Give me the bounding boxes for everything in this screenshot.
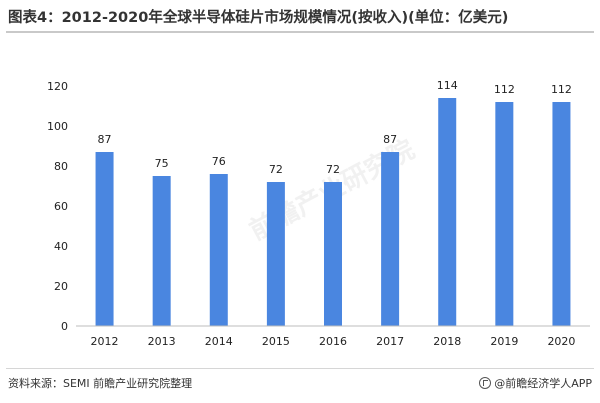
bar-chart: 0 20 40 60 80 100 120 87 75 76 72 72 87 114 112 112 20…	[47, 79, 590, 348]
data-label-2014: 76	[212, 155, 226, 168]
data-label-2016: 72	[326, 163, 340, 176]
bar-2013	[152, 176, 171, 326]
data-label-2012: 87	[98, 133, 112, 146]
data-label-2018: 114	[437, 79, 458, 92]
y-tick-label: 100	[47, 120, 68, 133]
bar-2017	[381, 152, 400, 326]
data-label-2019: 112	[494, 83, 515, 96]
chart-title: 图表4：2012-2020年全球半导体硅片市场规模情况(按收入)(单位：亿美元)	[8, 10, 509, 26]
x-tick-label-2017: 2017	[376, 335, 404, 348]
bar-2020	[552, 102, 571, 326]
data-label-2017: 87	[383, 133, 397, 146]
bar-2014	[209, 174, 228, 326]
y-axis-ticks: 0 20 40 60 80 100 120	[47, 80, 68, 333]
y-tick-label: 40	[54, 240, 68, 253]
title-divider	[6, 31, 594, 33]
bars	[95, 98, 571, 326]
data-label-2020: 112	[551, 83, 572, 96]
y-tick-label: 120	[47, 80, 68, 93]
x-axis-ticks: 2012 2013 2014 2015 2016 2017 2018 2019 2020	[91, 335, 576, 348]
footer-divider	[6, 368, 594, 369]
source-note: 资料来源：SEMI 前瞻产业研究院整理	[8, 377, 193, 390]
x-tick-label-2020: 2020	[547, 335, 575, 348]
bar-2019	[495, 102, 514, 326]
y-tick-label: 20	[54, 280, 68, 293]
y-tick-label: 60	[54, 200, 68, 213]
x-tick-label-2013: 2013	[148, 335, 176, 348]
x-tick-label-2018: 2018	[433, 335, 461, 348]
x-tick-label-2016: 2016	[319, 335, 347, 348]
bar-2018	[438, 98, 457, 326]
x-tick-label-2015: 2015	[262, 335, 290, 348]
data-label-2013: 75	[155, 157, 169, 170]
y-tick-label: 0	[61, 320, 68, 333]
bar-2015	[266, 182, 285, 326]
x-tick-label-2019: 2019	[490, 335, 518, 348]
brand-logo-icon	[479, 377, 492, 389]
x-tick-label-2012: 2012	[91, 335, 119, 348]
brand-label: @前瞻经济学人APP	[494, 377, 592, 390]
y-tick-label: 80	[54, 160, 68, 173]
bar-2016	[324, 182, 342, 326]
data-label-2015: 72	[269, 163, 283, 176]
bar-2012	[95, 152, 114, 326]
brand-credit: @前瞻经济学人APP	[479, 375, 592, 391]
x-tick-label-2014: 2014	[205, 335, 233, 348]
data-labels: 87 75 76 72 72 87 114 112 112	[98, 79, 572, 176]
